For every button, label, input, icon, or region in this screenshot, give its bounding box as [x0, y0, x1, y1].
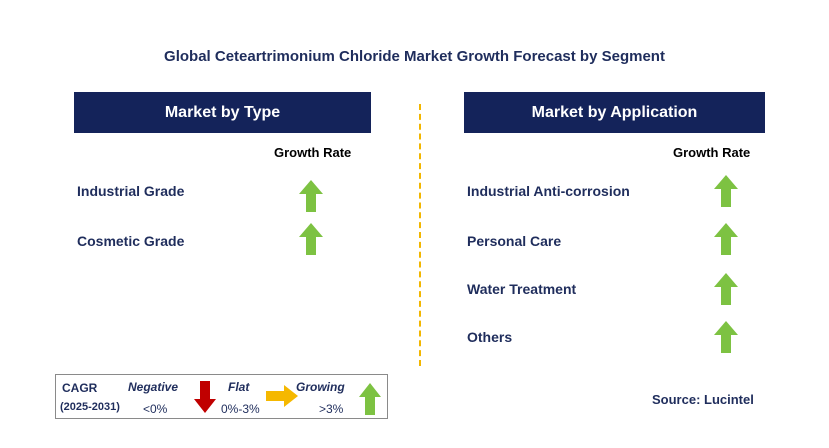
application-item-industrial-anti-corrosion: Industrial Anti-corrosion [467, 183, 630, 199]
chart-title: Global Ceteartrimonium Chloride Market G… [164, 48, 665, 65]
flat-arrow-icon [266, 385, 298, 407]
market-by-type-header: Market by Type [74, 92, 371, 133]
legend-negative-label: Negative [128, 380, 179, 394]
type-growth-rate-label: Growth Rate [274, 145, 352, 160]
growing-arrow-icon [359, 383, 381, 415]
legend-period: (2025-2031) [60, 401, 120, 413]
growing-arrow-icon [714, 273, 738, 305]
application-growth-rate-label: Growth Rate [673, 145, 751, 160]
source-label: Source: Lucintel [652, 392, 754, 407]
growing-arrow-icon [714, 321, 738, 353]
legend-flat-label: Flat [228, 380, 250, 394]
application-item-others: Others [467, 329, 513, 345]
legend-negative-value: <0% [143, 402, 168, 416]
growing-arrow-icon [299, 180, 323, 212]
type-item-cosmetic-grade: Cosmetic Grade [77, 233, 185, 249]
panel-divider [419, 104, 421, 366]
legend-growing-label: Growing [296, 380, 345, 394]
application-item-water-treatment: Water Treatment [467, 281, 577, 297]
legend-flat-value: 0%-3% [221, 402, 260, 416]
cagr-legend: CAGR (2025-2031) Negative <0% Flat 0%-3%… [55, 374, 388, 419]
legend-cagr-label: CAGR [62, 381, 98, 395]
application-item-personal-care: Personal Care [467, 233, 562, 249]
legend-growing-value: >3% [319, 402, 344, 416]
market-by-application-header: Market by Application [464, 92, 765, 133]
growing-arrow-icon [299, 223, 323, 255]
growing-arrow-icon [714, 175, 738, 207]
negative-arrow-icon [194, 381, 216, 413]
type-item-industrial-grade: Industrial Grade [77, 183, 185, 199]
growing-arrow-icon [714, 223, 738, 255]
